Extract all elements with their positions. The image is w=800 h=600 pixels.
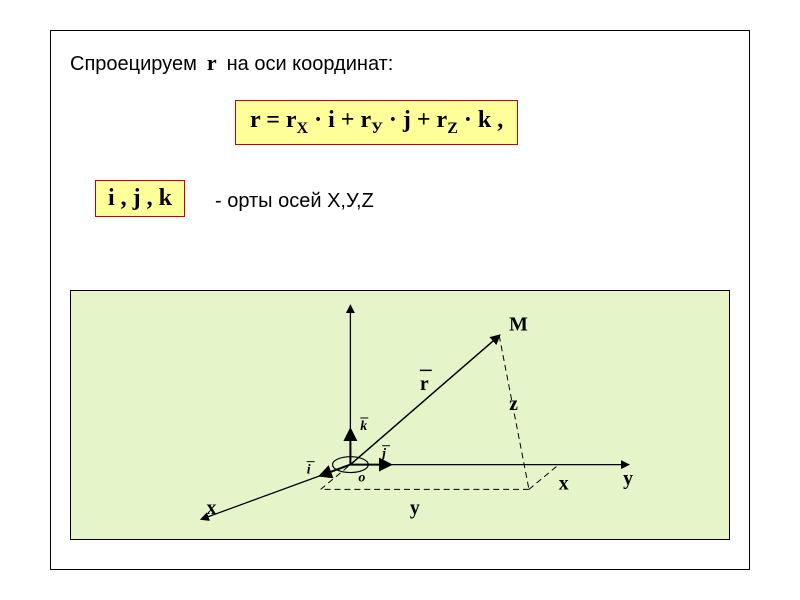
label-r: r	[420, 373, 429, 395]
ijk-text: i , j , k	[108, 185, 172, 211]
text-sproj: Спроецируем	[70, 53, 197, 76]
label-y-axis: у	[623, 467, 633, 489]
proj-edge-1	[529, 465, 559, 490]
ijk-box: i , j , k	[95, 180, 185, 217]
label-k: k	[360, 419, 367, 434]
text-on-axes: на оси координат:	[227, 53, 394, 76]
label-M: M	[509, 314, 528, 336]
label-x-proj: x	[559, 472, 569, 494]
unit-i	[321, 465, 351, 476]
label-y-proj: у	[410, 497, 420, 519]
label-x-axis: x	[207, 497, 217, 519]
formula-text: r = rX · i + rУ · j + rZ · k ,	[250, 107, 503, 133]
vector-r-symbol: r	[207, 50, 217, 76]
orty-text: - орты осей Х,У,Z	[215, 190, 374, 213]
coordinate-diagram: M r z x у x у i j k o	[70, 290, 730, 540]
label-i: i	[307, 463, 311, 478]
projection-sentence: Спроецируем r на оси координат:	[70, 50, 393, 76]
label-j: j	[380, 447, 386, 462]
label-o: o	[358, 470, 365, 485]
formula-box: r = rX · i + rУ · j + rZ · k ,	[235, 100, 518, 145]
diagram-svg: M r z x у x у i j k o	[71, 291, 729, 539]
vector-r	[350, 336, 499, 465]
label-z-proj: z	[509, 393, 518, 415]
